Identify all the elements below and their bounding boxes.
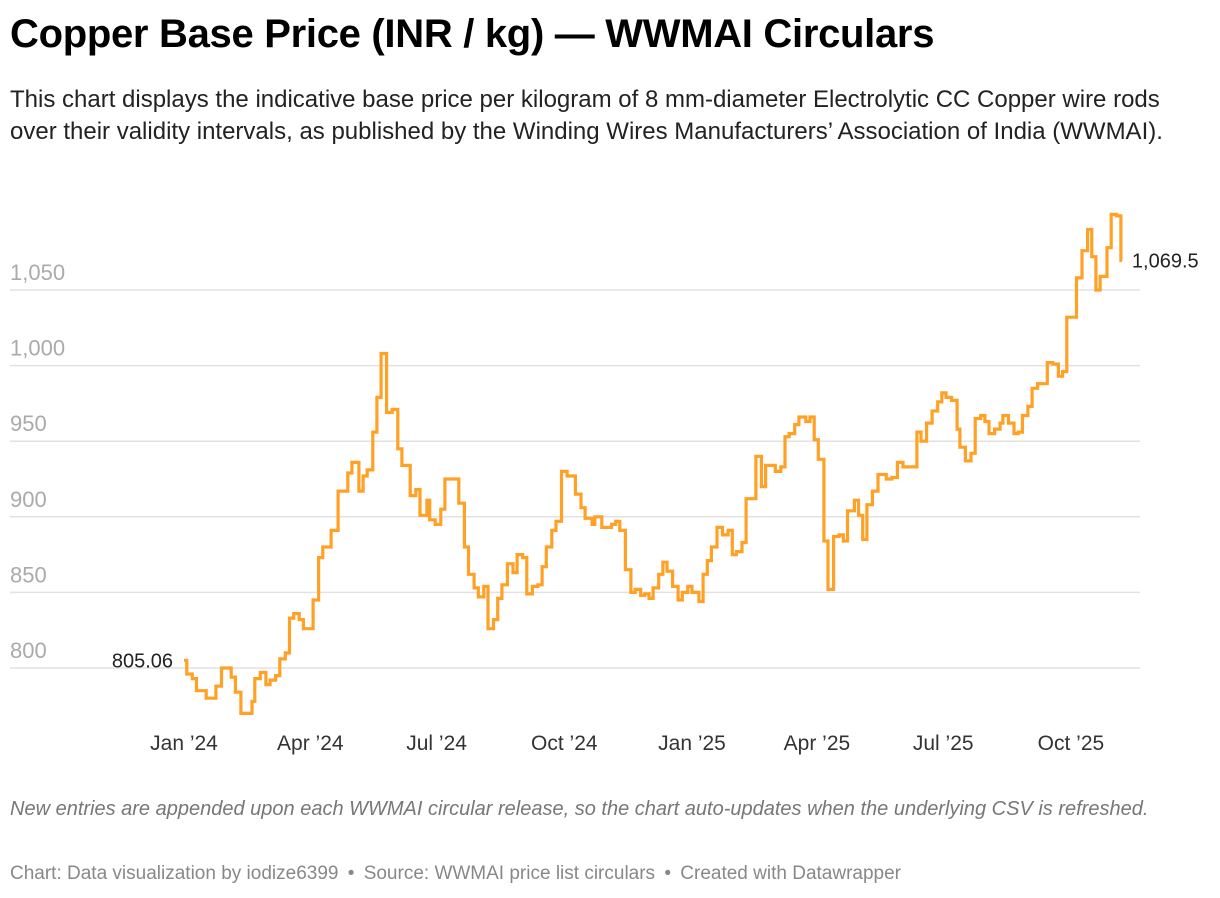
x-tick-label: Jul ’25 xyxy=(913,732,974,755)
price-line-chart: 800 850 900 950 1,000 1,050 Jan ’24 Apr ’24 Jul… xyxy=(10,212,1199,755)
x-axis-ticks: Jan ’24 Apr ’24 Jul ’24 Oct ’24 Jan ’25 Apr ’… xyxy=(150,732,1104,755)
chart-footer: Chart: Data visualization by iodize6399 … xyxy=(10,863,905,885)
y-tick-label: 800 xyxy=(10,638,47,663)
x-tick-label: Jan ’24 xyxy=(150,732,218,755)
chart-subtitle: This chart displays the indicative base … xyxy=(10,86,1163,145)
separator: • xyxy=(347,863,355,884)
source: Source: WWMAI price list circulars xyxy=(363,863,656,884)
separator: • xyxy=(664,863,671,884)
y-tick-label: 850 xyxy=(10,562,47,587)
gridlines xyxy=(10,289,1140,669)
created-with: Created with Datawrapper xyxy=(680,863,901,884)
y-tick-label: 950 xyxy=(10,411,47,436)
x-tick-label: Apr ’25 xyxy=(784,732,851,755)
y-axis-ticks: 800 850 900 950 1,000 1,050 xyxy=(10,260,65,663)
x-tick-label: Jan ’25 xyxy=(658,732,726,755)
chart-notes: New entries are appended upon each WWMAI… xyxy=(10,798,1149,820)
y-tick-label: 1,050 xyxy=(10,260,65,285)
chart-title: Copper Base Price (INR / kg) — WWMAI Cir… xyxy=(10,12,935,56)
price-step-line xyxy=(184,212,1123,715)
x-tick-label: Jul ’24 xyxy=(406,732,467,755)
y-tick-label: 1,000 xyxy=(10,336,65,361)
x-tick-label: Oct ’25 xyxy=(1038,732,1105,755)
x-tick-label: Oct ’24 xyxy=(531,732,598,755)
y-tick-label: 900 xyxy=(10,487,47,512)
first-value-label: 805.06 xyxy=(112,650,173,672)
x-tick-label: Apr ’24 xyxy=(277,732,344,755)
last-value-label: 1,069.5 xyxy=(1132,251,1199,273)
byline: Chart: Data visualization by iodize6399 xyxy=(10,863,339,884)
